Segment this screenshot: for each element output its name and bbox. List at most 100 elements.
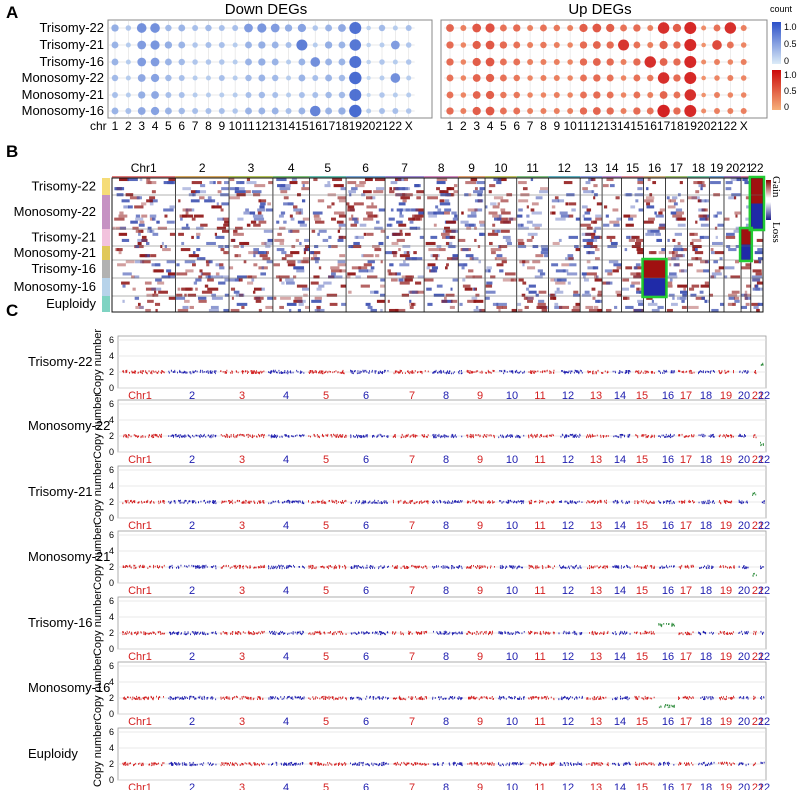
track-chromosome-label: 9 [477,390,483,402]
heatmap-cell [251,190,262,194]
heatmap-cell [602,184,609,188]
heatmap-cell [646,196,655,200]
track-chromosome-label: 14 [614,390,626,402]
heatmap-cell [500,208,506,212]
heatmap-cell [141,238,148,242]
heatmap-cell [745,223,749,227]
heatmap-cell [224,245,230,249]
up-dot [713,24,721,32]
heatmap-cell [691,257,702,261]
heatmap-cell [550,278,555,282]
up-dot [472,57,481,67]
heatmap-cell [691,238,702,242]
heatmap-cell [276,178,287,182]
up-dot [633,24,641,32]
heatmap-cell [288,229,293,233]
chromosome-strip [741,176,751,179]
heatmap-cell [347,205,355,209]
heatmap-cell [544,254,549,258]
heatmap-cell [346,275,351,279]
up-dot [499,24,507,32]
heatmap-cell [595,217,603,221]
down-dot [178,92,185,98]
heatmap-cell [724,266,735,270]
heatmap-cell [217,217,224,221]
legend-down-tick-05: 0.5 [784,39,797,49]
down-dot [138,91,146,99]
heatmap-cell [558,305,570,309]
heatmap-cell [646,202,651,206]
up-dot [472,74,481,82]
up-dot [714,59,720,65]
heatmap-cell [539,272,546,276]
down-dot [178,41,186,49]
heatmap-cell [211,296,223,300]
track-chromosome-label: 11 [534,454,545,466]
heatmap-cell [221,187,229,191]
heatmap-cell [182,214,193,218]
up-chr-tick: 22 [724,119,738,133]
heatmap-cell [465,254,474,258]
up-dot [460,75,467,81]
down-chr-tick: 13 [269,119,283,133]
heatmap-cell [444,199,450,203]
heatmap-cell [147,226,152,230]
heatmap-cell [262,257,271,261]
chromosome-strip [621,176,644,179]
heatmap-cell [588,178,594,182]
track-frame [117,530,767,584]
heatmap-cell [220,248,225,252]
heatmap-cell [258,199,267,203]
track-chromosome-label: 4 [283,390,289,402]
up-dot [727,92,734,98]
up-dot [579,23,588,33]
y-tick: 0 [109,644,114,654]
heatmap-cell [500,220,511,224]
legend-loss: Loss [770,222,782,243]
heatmap-cell [647,302,658,306]
track-chromosome-label: 13 [590,651,602,663]
down-dot [271,107,279,115]
heatmap-cell [207,196,212,200]
heatmap-cell [583,190,593,194]
heatmap-cell [216,202,219,206]
heatmap-cell [488,269,491,273]
down-dot [150,57,160,67]
up-dot [540,59,547,65]
heatmap-cell [314,308,325,312]
copy-number-dots [392,695,427,701]
copy-number-dots [739,370,749,374]
heatmap-cell [758,260,762,264]
up-dot [633,91,641,99]
heatmap-cell [140,260,151,264]
down-dot [390,40,400,50]
group-label: Trisomy-16 [31,261,96,276]
chromosome-label: 7 [401,161,408,175]
up-dot [701,108,707,114]
down-dot [285,42,292,48]
copy-number-dots [122,499,165,505]
heatmap-cell [646,187,649,191]
down-dot [284,24,293,32]
up-dot [606,23,615,33]
heatmap-cell [354,220,359,224]
heatmap-cell [416,196,421,200]
down-dot [309,105,321,117]
heatmap-cell [182,208,192,212]
copy-number-dots [678,433,695,438]
heatmap-cell [245,190,251,194]
copy-number-dots [718,499,733,505]
track-chromosome-label: 5 [323,520,329,532]
heatmap-cell [294,296,303,300]
down-dot [245,41,252,49]
track-chromosome-label: Chr1 [128,585,152,597]
track-chromosome-label: 21 [752,782,764,790]
track-chromosome-label: 21 [752,716,764,728]
heatmap-cell [625,305,634,309]
heatmap-cell [235,226,243,230]
heatmap-cell [681,305,687,309]
copy-number-dots [268,695,305,700]
heatmap-cell [754,260,762,264]
heatmap-cell [489,184,496,188]
